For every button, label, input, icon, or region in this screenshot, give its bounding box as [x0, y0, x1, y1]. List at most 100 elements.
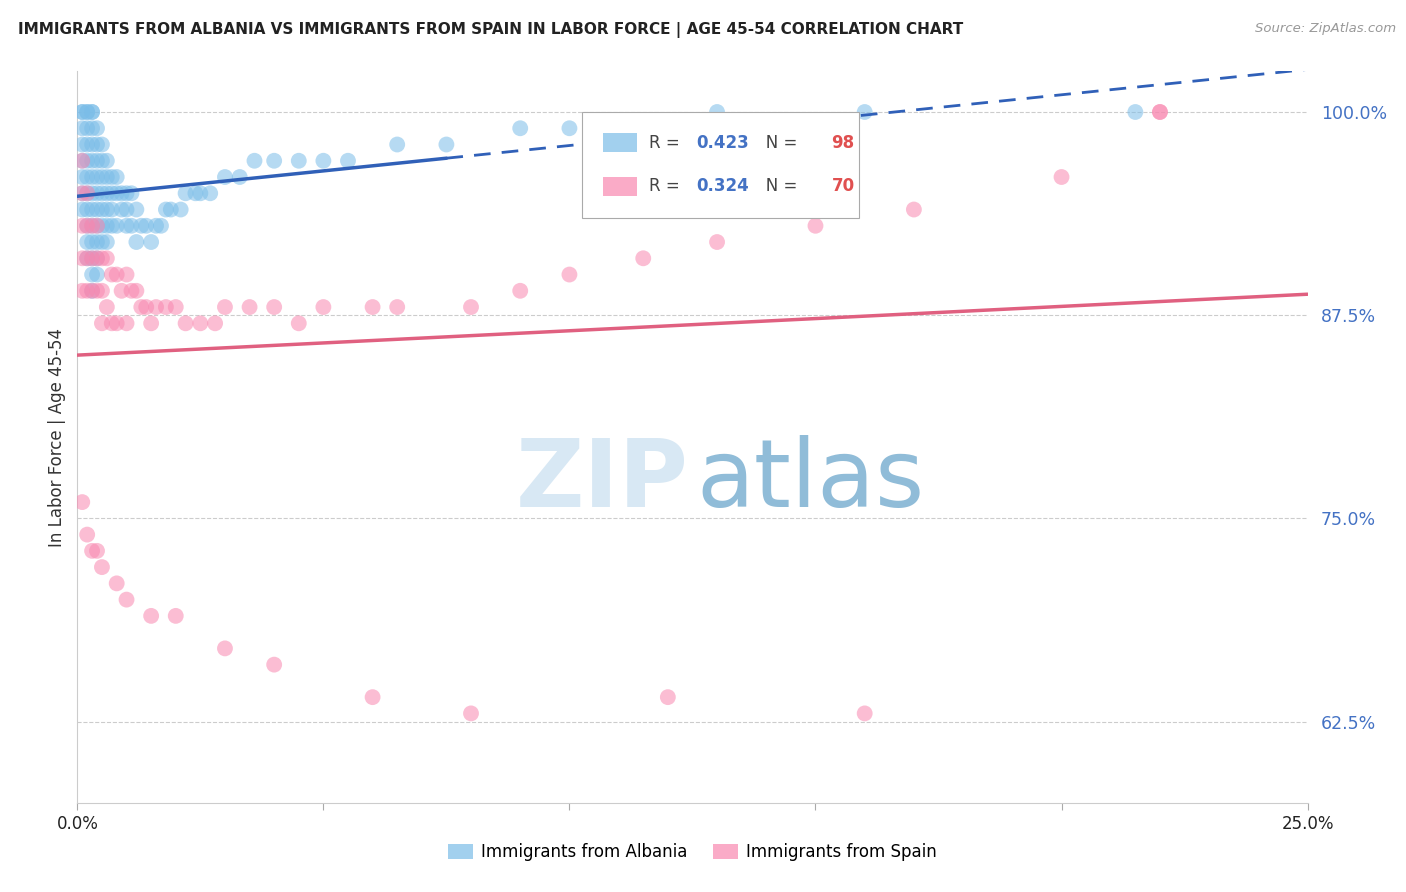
Point	[76, 121, 98, 136]
Point	[70, 284, 93, 298]
Point	[86, 268, 108, 282]
Point	[115, 219, 138, 233]
Point	[115, 268, 138, 282]
Point	[1149, 105, 1171, 120]
Point	[214, 300, 236, 314]
Point	[90, 137, 114, 152]
Point	[657, 690, 679, 705]
Point	[96, 169, 118, 184]
Point	[86, 137, 108, 152]
Point	[76, 105, 98, 120]
Point	[82, 252, 104, 266]
Text: N =: N =	[751, 178, 803, 195]
Point	[96, 235, 118, 249]
Point	[121, 186, 143, 201]
Point	[76, 252, 98, 266]
Point	[385, 137, 409, 152]
Point	[135, 300, 157, 314]
Point	[853, 105, 876, 120]
Point	[188, 316, 212, 330]
Point	[115, 202, 138, 217]
Point	[70, 495, 93, 509]
Text: N =: N =	[751, 134, 803, 152]
Point	[86, 121, 108, 136]
Point	[170, 202, 193, 217]
Point	[96, 219, 118, 233]
Point	[90, 235, 114, 249]
Point	[105, 219, 128, 233]
Point	[174, 186, 197, 201]
Point	[76, 202, 98, 217]
Point	[82, 202, 104, 217]
Point	[105, 186, 128, 201]
Point	[76, 169, 98, 184]
FancyBboxPatch shape	[603, 177, 637, 196]
Point	[96, 186, 118, 201]
Point	[101, 169, 124, 184]
Point	[141, 235, 163, 249]
Point	[90, 186, 114, 201]
Point	[70, 202, 93, 217]
Point	[263, 153, 285, 168]
Point	[436, 137, 458, 152]
Point	[361, 300, 384, 314]
Point	[101, 186, 124, 201]
Point	[86, 252, 108, 266]
Point	[509, 284, 531, 298]
Point	[82, 219, 104, 233]
Point	[86, 284, 108, 298]
Point	[70, 137, 93, 152]
Point	[90, 284, 114, 298]
Point	[76, 219, 98, 233]
Point	[361, 690, 384, 705]
Text: 98: 98	[831, 134, 855, 152]
FancyBboxPatch shape	[603, 134, 637, 153]
Point	[86, 169, 108, 184]
Point	[337, 153, 360, 168]
Point	[125, 202, 148, 217]
Point	[558, 268, 581, 282]
Point	[129, 300, 153, 314]
Point	[70, 153, 93, 168]
Point	[82, 153, 104, 168]
Point	[633, 121, 655, 136]
Point	[145, 219, 167, 233]
Point	[633, 252, 655, 266]
Point	[86, 219, 108, 233]
Point	[853, 706, 876, 721]
Point	[101, 268, 124, 282]
Point	[90, 202, 114, 217]
Point	[82, 268, 104, 282]
Point	[96, 202, 118, 217]
Point	[70, 219, 93, 233]
Point	[115, 592, 138, 607]
Point	[70, 105, 93, 120]
Point	[150, 219, 173, 233]
Text: 0.423: 0.423	[696, 134, 749, 152]
Point	[82, 252, 104, 266]
Legend: Immigrants from Albania, Immigrants from Spain: Immigrants from Albania, Immigrants from…	[441, 837, 943, 868]
Y-axis label: In Labor Force | Age 45-54: In Labor Force | Age 45-54	[48, 327, 66, 547]
Point	[90, 153, 114, 168]
Point	[76, 186, 98, 201]
Point	[509, 121, 531, 136]
FancyBboxPatch shape	[582, 112, 859, 218]
Point	[460, 706, 482, 721]
Text: 0.324: 0.324	[696, 178, 749, 195]
Point	[82, 137, 104, 152]
Point	[105, 268, 128, 282]
Point	[288, 316, 311, 330]
Point	[82, 121, 104, 136]
Text: ZIP: ZIP	[516, 435, 689, 527]
Point	[105, 169, 128, 184]
Point	[1125, 105, 1147, 120]
Point	[141, 608, 163, 623]
Point	[86, 153, 108, 168]
Point	[90, 316, 114, 330]
Point	[82, 544, 104, 558]
Point	[200, 186, 222, 201]
Point	[706, 235, 728, 249]
Point	[558, 121, 581, 136]
Point	[141, 316, 163, 330]
Point	[90, 169, 114, 184]
